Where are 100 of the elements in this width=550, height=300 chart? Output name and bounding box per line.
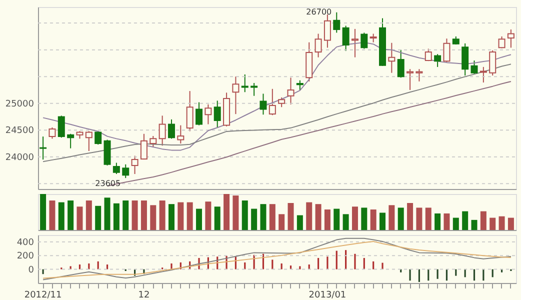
bar <box>159 200 166 230</box>
candlestick <box>58 115 65 138</box>
bar <box>508 218 514 230</box>
bar <box>306 202 312 230</box>
bar <box>480 211 486 230</box>
candlestick <box>104 139 111 166</box>
candlestick <box>333 12 340 34</box>
bar <box>224 194 230 230</box>
bar <box>68 200 74 230</box>
bar <box>186 202 193 230</box>
candlestick <box>296 80 304 90</box>
bar <box>315 204 322 230</box>
bar <box>150 205 156 230</box>
bar <box>242 200 248 230</box>
candlestick <box>324 14 331 48</box>
candlestick <box>268 88 276 116</box>
candlestick <box>507 28 514 48</box>
bar <box>95 206 102 230</box>
candlestick <box>278 96 286 108</box>
candlestick <box>434 54 442 68</box>
bar <box>132 200 138 230</box>
candlestick <box>40 136 47 160</box>
bar <box>168 204 174 230</box>
bar <box>342 214 349 230</box>
bar <box>416 208 422 230</box>
candlestick <box>443 38 450 63</box>
bar <box>86 200 92 230</box>
candlestick <box>314 33 322 58</box>
candlestick <box>196 102 203 126</box>
candlestick <box>112 162 120 175</box>
candlestick <box>131 155 138 175</box>
bar <box>471 220 478 230</box>
y-tick-label: 25000 <box>5 99 34 110</box>
candlestick <box>424 48 432 62</box>
candlestick <box>462 42 469 76</box>
candlestick <box>158 115 166 146</box>
bar <box>113 203 120 230</box>
bar <box>288 203 294 230</box>
candlestick <box>67 133 74 149</box>
bar <box>361 208 368 230</box>
bar <box>490 218 496 230</box>
y-tick-label: 24000 <box>5 152 34 163</box>
candlestick <box>470 60 478 74</box>
bar <box>498 216 505 230</box>
bar <box>278 214 285 230</box>
bar <box>178 202 184 230</box>
bar <box>122 200 129 230</box>
bar <box>196 208 202 230</box>
candlestick <box>351 28 358 58</box>
x-tick-label: 2012/11 <box>24 290 62 300</box>
bar <box>425 208 432 230</box>
bar <box>214 206 220 230</box>
annotation: 23605 <box>95 179 121 188</box>
candlestick <box>186 90 194 132</box>
bar <box>334 208 340 230</box>
x-tick-label: 2013/01 <box>308 290 346 300</box>
y-tick-label: 400 <box>16 238 34 248</box>
candlestick <box>204 104 212 125</box>
bar <box>140 200 147 230</box>
candlestick <box>48 126 56 140</box>
bar <box>388 205 395 230</box>
candlestick <box>85 130 92 152</box>
candlestick <box>397 49 404 78</box>
bar <box>370 209 376 230</box>
bar <box>462 211 468 230</box>
y-tick-label: 200 <box>16 252 34 262</box>
bar <box>104 198 110 230</box>
bar <box>205 202 212 230</box>
bar <box>434 213 441 230</box>
bar <box>232 195 239 230</box>
bar <box>269 204 276 230</box>
bar <box>49 200 56 230</box>
candlestick <box>94 130 102 146</box>
bar <box>251 208 258 230</box>
bar <box>40 194 46 230</box>
candlestick <box>360 32 368 50</box>
candlestick <box>260 93 267 116</box>
candlestick <box>122 164 130 179</box>
candlestick <box>388 42 396 74</box>
bar <box>407 203 414 230</box>
y-tick-label: 0 <box>28 265 34 276</box>
annotation: 26700 <box>306 7 332 16</box>
candlestick <box>406 68 414 90</box>
candlestick <box>250 82 258 96</box>
candlestick <box>150 136 157 148</box>
candlestick <box>140 133 148 160</box>
candlestick <box>416 68 423 82</box>
bar <box>452 218 459 230</box>
bar <box>58 202 64 230</box>
bar <box>296 215 303 230</box>
candlestick <box>342 25 350 52</box>
bar <box>352 206 358 230</box>
candlestick <box>241 74 248 93</box>
candlestick <box>214 100 221 128</box>
candlestick <box>168 118 175 140</box>
y-tick-label: 24500 <box>5 126 34 136</box>
x-tick-label: 12 <box>138 290 150 300</box>
bar <box>380 212 386 230</box>
candlestick <box>287 77 294 105</box>
candlestick <box>489 50 496 76</box>
